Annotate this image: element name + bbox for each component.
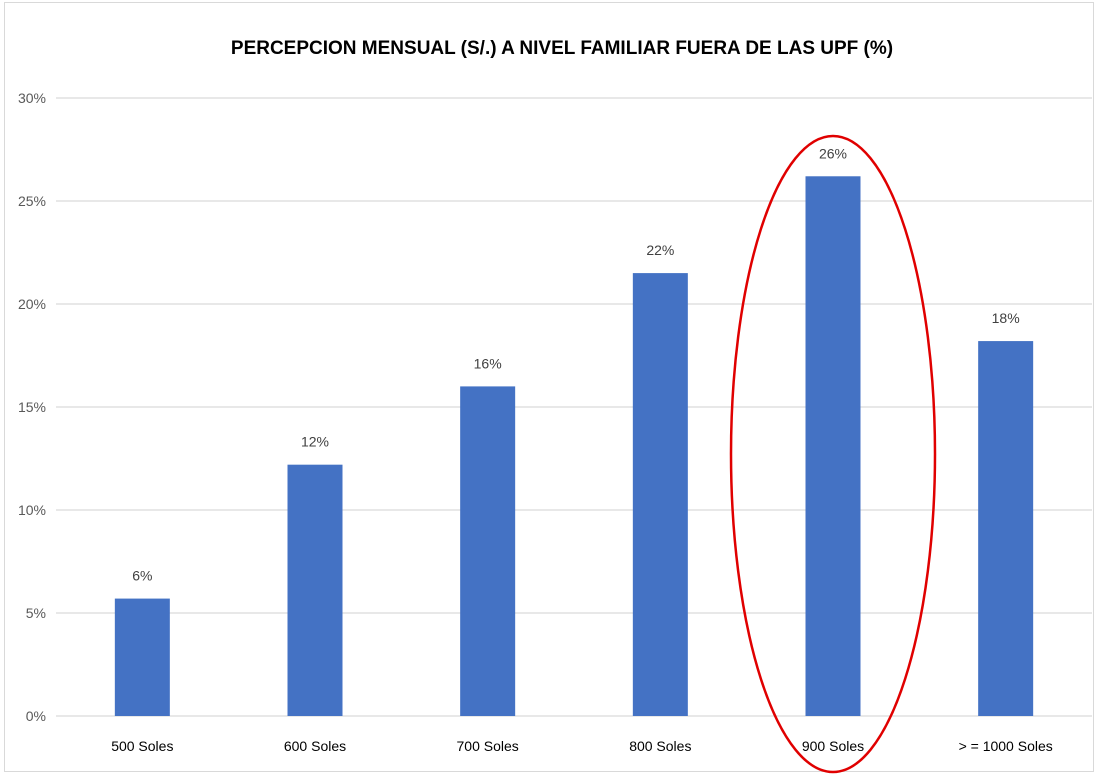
x-category-label: 800 Soles [629,738,691,754]
data-label: 16% [474,355,502,371]
chart-title: PERCEPCION MENSUAL (S/.) A NIVEL FAMILIA… [231,38,893,59]
highlight-ellipse [729,134,937,774]
bar [114,598,170,716]
bars [114,176,1034,716]
y-tick-label: 5% [26,605,46,621]
data-label: 18% [992,310,1020,326]
y-tick-label: 30% [18,90,46,106]
x-category-label: 900 Soles [802,738,864,754]
x-category-label: 500 Soles [111,738,173,754]
x-category-label: 600 Soles [284,738,346,754]
x-category-label: 700 Soles [457,738,519,754]
x-category-label: > = 1000 Soles [959,738,1053,754]
y-tick-label: 15% [18,399,46,415]
y-tick-label: 25% [18,193,46,209]
data-label: 26% [819,145,847,161]
y-tick-label: 20% [18,296,46,312]
data-label: 22% [646,242,674,258]
gridlines [56,97,1092,717]
highlight-annotation [729,134,937,774]
y-tick-label: 10% [18,502,46,518]
data-label: 6% [132,568,152,584]
data-labels: 6% 12% 16% 22% 26% 18% [132,145,1019,583]
chart-frame [4,2,1094,772]
bar [632,273,688,716]
data-label: 12% [301,434,329,450]
x-axis-category-labels: 500 Soles 600 Soles 700 Soles 800 Soles 900 … [111,738,1053,754]
y-tick-label: 0% [26,708,46,724]
bar [460,386,516,716]
bar [978,341,1034,716]
y-axis-tick-labels: 0% 5% 10% 15% 20% 25% 30% [18,90,46,724]
bar [287,464,343,716]
bar [805,176,861,716]
